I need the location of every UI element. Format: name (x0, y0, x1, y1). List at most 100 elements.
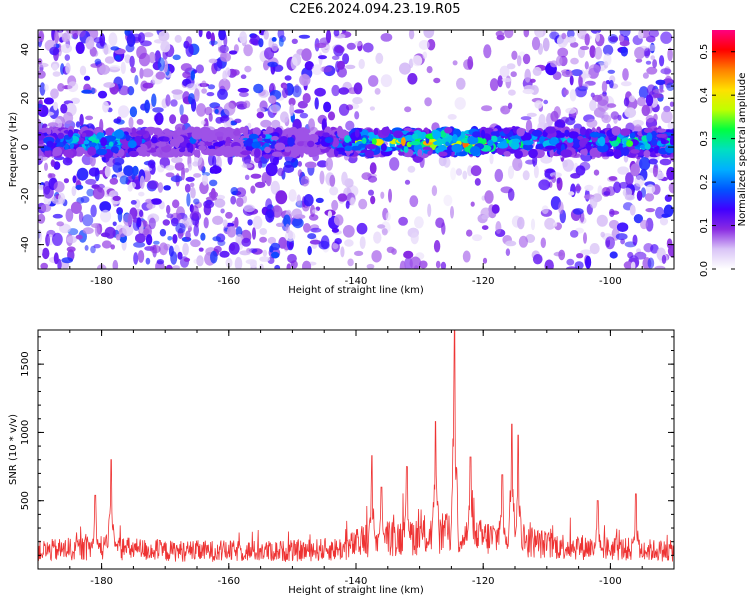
spectrogram-cell (118, 167, 123, 172)
y-axis-label: Frequency (Hz) (8, 112, 19, 188)
spectrogram-cell (244, 65, 252, 73)
spectrogram-band-cell (445, 141, 450, 147)
spectrogram-band-cell (266, 126, 274, 134)
spectrogram-cell (260, 119, 272, 128)
spectrogram-cell (38, 30, 45, 43)
spectrogram-cell (648, 158, 658, 165)
spectrogram-cell (117, 209, 123, 223)
spectrogram-cell (595, 32, 600, 42)
spectrogram-cell (517, 216, 525, 230)
spectrogram-cell (82, 214, 94, 227)
spectrogram-cell (635, 58, 643, 63)
spectrogram-cell (196, 103, 207, 117)
spectrogram-cell (159, 242, 168, 256)
spectrogram-band-cell (398, 151, 405, 156)
spectrogram-cell (569, 75, 574, 86)
spectrogram-cell (338, 103, 350, 116)
spectrogram-cell (312, 209, 318, 214)
spectrogram-cell (212, 215, 224, 225)
spectrogram-cell (470, 201, 475, 207)
spectrogram-band-cell (403, 146, 409, 153)
spectrogram-cell (645, 184, 656, 194)
spectrogram-cell (550, 60, 558, 68)
x-tick-label: -100 (599, 576, 622, 587)
spectrogram-cell (218, 30, 226, 41)
snr-series-line (38, 330, 674, 562)
spectrogram-cell (109, 65, 121, 70)
spectrogram-cell (104, 56, 115, 64)
spectrogram-cell (418, 39, 430, 50)
spectrogram-cell (620, 81, 632, 87)
spectrogram-cell (302, 93, 311, 104)
spectrogram-cell (185, 36, 192, 47)
spectrogram-cell (399, 62, 411, 75)
spectrogram-band-cell (644, 143, 651, 150)
spectrogram-cell (193, 198, 200, 205)
spectrogram-cell (596, 214, 608, 227)
spectrogram-cell (522, 170, 530, 181)
spectrogram-cell (200, 120, 206, 125)
spectrogram-cell (560, 116, 570, 124)
spectrogram-band-cell (579, 126, 587, 136)
spectrogram-cell (607, 34, 619, 44)
spectrogram-cell (223, 102, 236, 116)
spectrogram-cell (373, 231, 382, 244)
spectrogram-cell (615, 233, 628, 241)
spectrogram-cell (50, 88, 59, 99)
spectrogram-cell (278, 37, 284, 47)
spectrogram-cell (666, 82, 674, 91)
spectrogram-cell (45, 233, 50, 247)
spectrogram-cell (558, 249, 566, 261)
spectrogram-band-cell (163, 128, 170, 134)
spectrogram-cell (138, 32, 145, 44)
spectrogram-band-cell (246, 137, 253, 147)
spectrogram-cell (114, 55, 122, 61)
spectrogram-cell (135, 233, 146, 243)
spectrogram-cell (263, 60, 270, 71)
spectrogram-cell (104, 226, 116, 239)
spectrogram-cell (118, 105, 130, 118)
spectrogram-cell (630, 163, 640, 177)
spectrogram-cell (70, 201, 82, 214)
colorbar-tick-label: 0.4 (699, 87, 710, 103)
spectrogram-cell (294, 109, 305, 114)
spectrogram-cell (120, 61, 126, 74)
spectrogram-cell (228, 50, 238, 55)
spectrogram-cell (174, 34, 182, 43)
spectrogram-cell (239, 91, 249, 98)
x-tick-label: -140 (345, 276, 368, 287)
spectrogram-cell (316, 160, 329, 168)
spectrogram-cell (435, 217, 445, 229)
spectrogram-cell (375, 52, 384, 64)
spectrogram-band-cell (274, 142, 286, 151)
spectrogram-cell (49, 46, 60, 56)
spectrogram-cell (307, 245, 312, 256)
spectrogram-cell (494, 168, 504, 183)
spectrogram-cell (91, 87, 96, 95)
spectrogram-cell (283, 164, 295, 173)
spectrogram-band-cell (251, 141, 261, 149)
spectrogram-band-cell (239, 126, 246, 134)
spectrogram-cell (270, 242, 281, 251)
spectrogram-cell (277, 167, 284, 177)
spectrogram-band-cell (245, 145, 254, 151)
spectrogram-band-cell (412, 133, 419, 140)
spectrogram-cell (530, 218, 536, 231)
spectrogram-cell (157, 182, 164, 193)
spectrogram-cell (104, 166, 111, 178)
spectrogram-cell (593, 169, 600, 176)
y-tick-label: 1500 (20, 351, 31, 376)
spectrogram-cell (129, 106, 138, 118)
spectrogram-cell (410, 228, 416, 234)
spectrogram-cell (529, 78, 536, 83)
spectrogram-cell (601, 80, 608, 93)
spectrogram-cell (56, 221, 64, 227)
spectrogram-cell (109, 177, 119, 185)
spectrogram-cell (65, 208, 74, 222)
spectrogram-cell (352, 97, 363, 105)
spectrogram-cell (186, 192, 191, 207)
spectrogram-band-cell (440, 130, 446, 138)
y-tick-label: -20 (20, 188, 31, 204)
spectrogram-cell (668, 181, 674, 194)
spectrogram-cell (653, 113, 658, 122)
